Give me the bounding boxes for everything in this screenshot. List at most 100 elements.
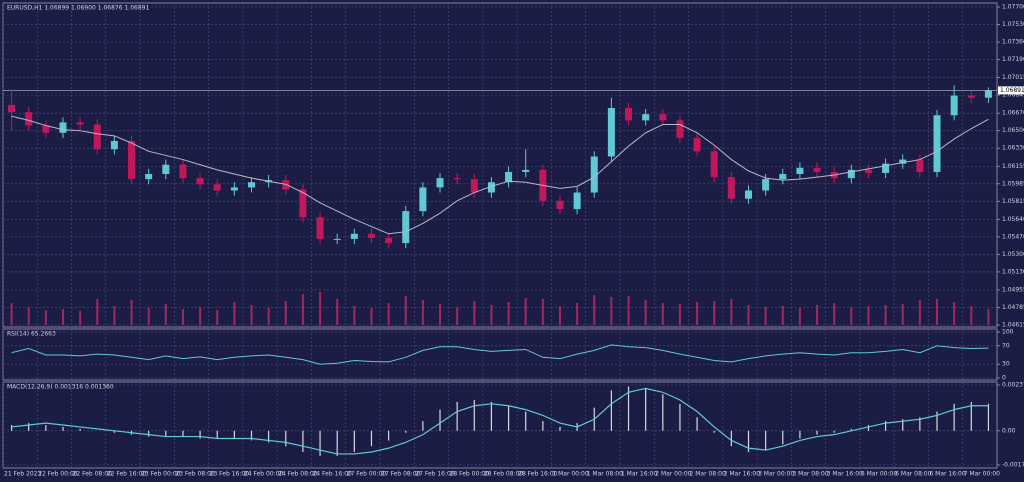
candle-body	[745, 190, 752, 199]
candle-body	[470, 179, 478, 193]
candle-body	[196, 178, 204, 185]
y-tick-label: 1.04785	[1002, 304, 1024, 311]
macd-bar	[525, 411, 527, 431]
volume-bar	[747, 305, 750, 325]
y-tick-label: 0.00	[1002, 427, 1016, 434]
macd-bar	[490, 401, 493, 431]
macd-bar	[799, 430, 801, 439]
macd-bar	[833, 430, 835, 433]
y-tick-label: 1.07700	[1002, 4, 1024, 11]
y-tick-label: 1.06670	[1002, 110, 1024, 117]
y-tick-label: 100	[1002, 329, 1014, 336]
x-tick-label: 23 Feb 08:00	[175, 471, 215, 478]
candle-body	[76, 122, 84, 125]
x-tick-label: 6 Mar 16:00	[929, 471, 965, 478]
candle-body	[933, 115, 941, 172]
volume-bar	[610, 297, 613, 325]
volume-bar	[96, 299, 99, 325]
volume-bar	[27, 307, 30, 325]
y-tick-label: 1.04615	[1002, 322, 1024, 329]
candle-body	[659, 114, 667, 121]
volume-bar	[181, 309, 184, 325]
x-tick-label: 7 Mar 00:00	[964, 471, 1000, 478]
y-tick-label: 0	[1002, 375, 1006, 382]
volume-bar	[730, 299, 733, 325]
candle-body	[42, 125, 50, 133]
signal-line	[11, 387, 989, 455]
candle-body	[110, 141, 118, 150]
volume-bar	[61, 309, 64, 325]
y-tick-label: 1.07015	[1002, 74, 1024, 81]
candle-body	[847, 169, 855, 179]
x-tick-label: 1 Mar 16:00	[621, 471, 657, 478]
macd-bar	[747, 430, 750, 452]
macd-bar	[216, 430, 218, 439]
volume-bar	[387, 303, 390, 325]
macd-bar	[765, 430, 767, 451]
volume-bar	[918, 300, 921, 325]
x-tick-label: 6 Mar 08:00	[895, 471, 931, 478]
x-tick-label: 22 Feb 16:00	[107, 471, 147, 478]
volume-bar	[644, 300, 647, 325]
macd-bar	[953, 403, 955, 431]
candle-body	[916, 159, 924, 172]
macd-bar	[250, 430, 253, 441]
volume-bar	[147, 308, 150, 325]
volume-bar	[713, 301, 716, 325]
volume-bar	[764, 307, 767, 325]
volume-bar	[473, 301, 476, 325]
volume-bar	[816, 305, 819, 325]
volume-bar	[987, 309, 990, 325]
candle-body	[984, 90, 992, 98]
rsi-line	[11, 344, 989, 365]
candle-body	[882, 163, 890, 173]
panel-title: EURUSD,H1 1.06899 1.06900 1.06876 1.0689…	[7, 5, 149, 12]
volume-bar	[576, 303, 579, 325]
y-tick-label: 70	[1002, 342, 1010, 349]
last-price-box	[998, 86, 1024, 95]
candle-body	[625, 108, 633, 121]
y-tick-label: -0.001775	[1002, 462, 1024, 469]
x-tick-label: 3 Mar 16:00	[827, 471, 863, 478]
volume-bar	[79, 311, 82, 325]
volume-bar	[113, 306, 116, 325]
volume-bar	[10, 303, 13, 325]
volume-bar	[884, 305, 887, 325]
y-tick-label: 1.05130	[1002, 268, 1024, 275]
candle-body	[796, 167, 804, 174]
volume-bar	[233, 302, 236, 325]
volume-bar	[867, 306, 870, 325]
macd-bar	[679, 403, 681, 431]
macd-bar	[645, 388, 647, 431]
volume-bar	[781, 306, 784, 325]
macd-bar	[627, 386, 630, 431]
candle-body	[25, 112, 33, 126]
candle-body	[93, 124, 101, 150]
y-tick-label: 1.05985	[1002, 180, 1024, 187]
candle-body	[864, 169, 872, 173]
macd-bar	[816, 430, 818, 435]
macd-bar	[730, 430, 732, 447]
volume-bar	[421, 300, 424, 325]
panel-frame	[2, 381, 998, 469]
candle-body	[967, 95, 975, 98]
volume-bar	[953, 302, 956, 325]
x-tick-label: 2 Mar 00:00	[655, 471, 691, 478]
candle-body	[676, 120, 684, 138]
candle-body	[727, 177, 735, 199]
candle-body	[419, 187, 427, 212]
candle-body	[762, 179, 770, 191]
macd-bar	[336, 430, 338, 456]
x-tick-label: 24 Feb 00:00	[244, 471, 284, 478]
volume-bar	[250, 305, 253, 325]
volume-bar	[267, 308, 270, 325]
macd-bar	[79, 428, 81, 431]
y-tick-label: 1.06155	[1002, 163, 1024, 170]
x-tick-label: 27 Feb 00:00	[347, 471, 387, 478]
volume-bar	[164, 304, 167, 325]
candle-body	[230, 187, 238, 191]
macd-bar	[233, 430, 235, 439]
macd-bar	[62, 426, 64, 431]
panel-title: RSI(14) 65.2663	[7, 331, 56, 338]
candle-body	[8, 104, 16, 113]
